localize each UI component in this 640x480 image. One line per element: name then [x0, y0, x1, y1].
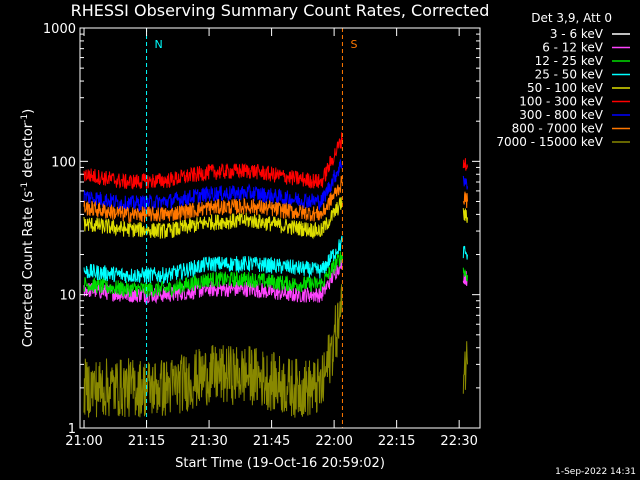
chart-title: RHESSI Observing Summary Count Rates, Co… [71, 1, 490, 20]
y-label-sup1: -1 [20, 182, 30, 191]
y-label-part1: Corrected Count Rate (s [21, 191, 36, 348]
plot-frame [79, 27, 481, 429]
series-line-1-seg-2 [462, 246, 468, 264]
series-line-4-seg-1 [83, 235, 343, 285]
legend-label-6: 100 - 300 keV [519, 95, 603, 109]
series-line-8-seg-1 [83, 175, 343, 224]
annotation-label-1: N [155, 38, 163, 51]
legend-label-9: 7000 - 15000 keV [496, 135, 603, 149]
series-line-7-seg-1 [83, 159, 343, 212]
footer-date: 1-Sep-2022 14:31 [555, 467, 636, 477]
y-tick-label-3: 100 [51, 155, 76, 170]
legend-title: Det 3,9, Att 0 [531, 11, 612, 25]
series-line-6-seg-2 [462, 158, 468, 171]
x-tick-label-1: 21:00 [65, 434, 102, 449]
x-tick-label-4: 21:45 [253, 434, 290, 449]
y-tick-label-1: 1 [68, 422, 76, 437]
legend-label-7: 300 - 800 keV [519, 108, 603, 122]
x-tick-label-3: 21:30 [190, 434, 227, 449]
series-line-5-seg-2 [462, 208, 468, 223]
series-line-8-seg-2 [462, 191, 468, 209]
y-label-part3: ) [21, 109, 36, 114]
series-line-9-seg-2 [462, 341, 468, 394]
y-axis-label: Corrected Count Rate (s-1 detector-1) [20, 109, 36, 347]
series-line-3-seg-1 [83, 251, 343, 298]
x-axis-label: Start Time (19-Oct-16 20:59:02) [175, 456, 385, 471]
x-tick-label-7: 22:30 [440, 434, 477, 449]
y-label-sup2: -1 [20, 114, 30, 123]
series-line-7-seg-2 [462, 175, 468, 190]
series-line-9-seg-1 [83, 284, 343, 418]
y-tick-label-4: 1000 [43, 22, 76, 37]
axes: 21:00 21:15 21:30 21:45 22:00 22:15 22:30 1 10 10… [43, 22, 480, 449]
annotation-label-2: S [350, 38, 357, 51]
series-line-1-seg-1 [83, 208, 343, 254]
legend-label-1: 3 - 6 keV [550, 27, 604, 41]
legend-label-3: 12 - 25 keV [535, 54, 604, 68]
x-tick-label-2: 21:15 [128, 434, 165, 449]
y-tick-label-2: 10 [59, 289, 76, 304]
x-tick-label-6: 22:15 [378, 434, 415, 449]
legend-label-5: 50 - 100 keV [527, 81, 604, 95]
legend-label-2: 6 - 12 keV [542, 41, 604, 55]
x-tick-label-5: 22:00 [315, 434, 352, 449]
legend-label-4: 25 - 50 keV [535, 68, 604, 82]
legend-label-8: 800 - 7000 keV [512, 122, 604, 136]
series-line-5-seg-1 [83, 197, 343, 240]
series-line-4-seg-2 [462, 245, 468, 260]
series-line-6-seg-1 [83, 132, 343, 190]
series-line-3-seg-2 [462, 267, 468, 282]
series-line-2-seg-2 [462, 271, 468, 287]
y-label-part2: detector [21, 122, 36, 182]
